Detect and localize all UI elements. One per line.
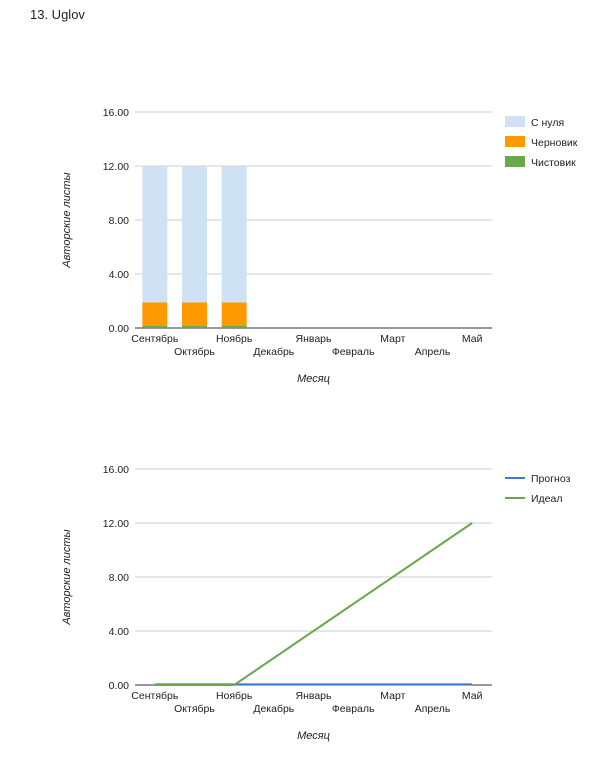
x-tick-label: Март <box>380 690 405 702</box>
bar-segment <box>182 325 207 328</box>
x-tick-label: Февраль <box>332 346 375 358</box>
bar-segment <box>142 325 168 328</box>
x-tick-label: Апрель <box>415 346 451 358</box>
legend-entry: Прогноз <box>531 473 571 485</box>
bar-segment <box>221 302 247 326</box>
y-tick-label: 4.00 <box>109 269 130 281</box>
legend-entry: Идеал <box>531 493 562 505</box>
x-tick-label: Октябрь <box>174 703 215 715</box>
y-tick-label: 8.00 <box>109 572 130 584</box>
x-tick-label: Октябрь <box>174 346 215 358</box>
x-tick-label: Май <box>462 690 483 702</box>
line-chart: 0.00 4.00 8.00 12.00 16.00 СентябрьОктябрьНоя… <box>61 464 571 742</box>
bar-segment <box>221 166 247 303</box>
y-tick-label: 16.00 <box>103 464 129 476</box>
legend-entry: Чистовик <box>531 157 576 169</box>
x-tick-label: Май <box>462 333 483 345</box>
y-tick-label: 16.00 <box>103 107 129 119</box>
x-axis-title: Месяц <box>297 373 330 385</box>
bar-segment <box>142 166 168 303</box>
x-tick-label: Декабрь <box>253 703 294 715</box>
legend-swatch <box>505 136 525 147</box>
y-tick-label: 4.00 <box>109 626 130 638</box>
x-axis-title: Месяц <box>297 730 330 742</box>
x-tick-label: Февраль <box>332 703 375 715</box>
series-line <box>154 522 473 686</box>
x-tick-label: Ноябрь <box>216 333 253 345</box>
x-tick-label: Декабрь <box>253 346 294 358</box>
x-tick-label: Сентябрь <box>131 333 179 345</box>
y-axis-title: Авторские листы <box>61 529 73 625</box>
bar-segment <box>142 302 168 326</box>
legend-entry: С нуля <box>531 117 564 129</box>
y-tick-label: 0.00 <box>109 323 130 335</box>
legend-swatch <box>505 156 525 167</box>
x-tick-label: Январь <box>296 690 333 702</box>
bar-segment <box>221 325 247 328</box>
y-tick-label: 8.00 <box>109 215 130 227</box>
y-tick-label: 0.00 <box>109 680 130 692</box>
bar-segment <box>182 302 207 326</box>
x-tick-label: Март <box>380 333 405 345</box>
bar-segment <box>182 166 207 303</box>
x-tick-label: Январь <box>296 333 333 345</box>
x-tick-label: Апрель <box>415 703 451 715</box>
x-tick-label: Ноябрь <box>216 690 253 702</box>
legend-entry: Черновик <box>531 137 578 149</box>
y-tick-label: 12.00 <box>103 161 129 173</box>
bar-chart: 0.00 4.00 8.00 12.00 16.00 СентябрьОктябрьНоя… <box>61 107 578 385</box>
legend-swatch <box>505 116 525 127</box>
y-tick-label: 12.00 <box>103 518 129 530</box>
page-title: 13. Uglov <box>30 7 85 22</box>
y-axis-title: Авторские листы <box>61 172 73 268</box>
x-tick-label: Сентябрь <box>131 690 179 702</box>
